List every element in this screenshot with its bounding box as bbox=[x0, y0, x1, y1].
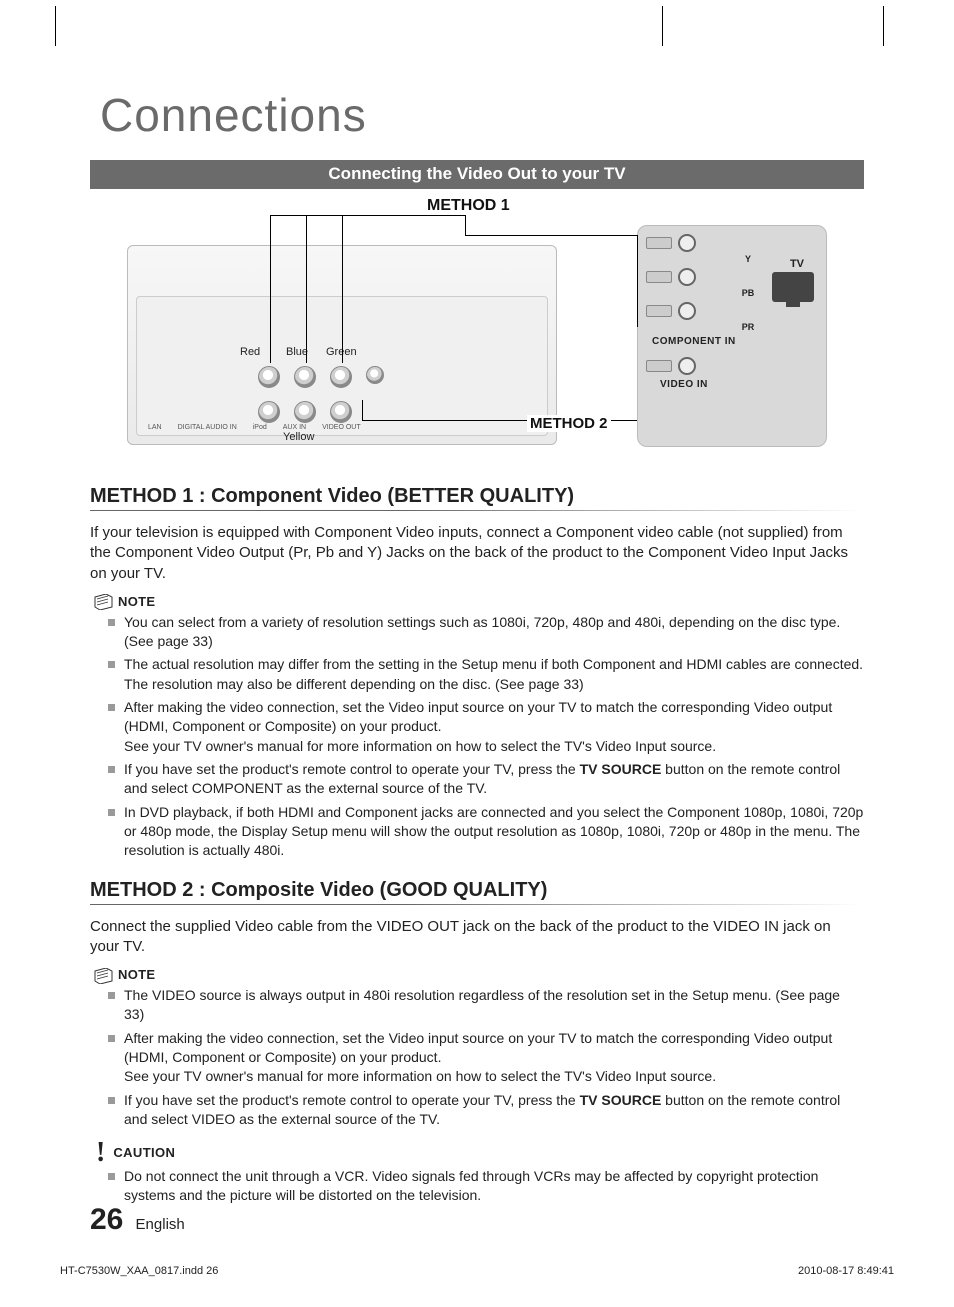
component-in-label: COMPONENT IN bbox=[652, 336, 818, 347]
method2-body: Connect the supplied Video cable from th… bbox=[90, 917, 864, 958]
note-item: You can select from a variety of resolut… bbox=[124, 613, 864, 652]
component-jack-y bbox=[330, 366, 352, 388]
tv-input-panel: Y PB PR COMPONENT IN VIDEO IN TV bbox=[637, 225, 827, 447]
tv-pr-label: PR bbox=[678, 322, 818, 332]
note-item: The actual resolution may differ from th… bbox=[124, 655, 864, 694]
rule bbox=[90, 510, 864, 511]
method2-heading: METHOD 2 : Composite Video (GOOD QUALITY… bbox=[90, 879, 864, 902]
tv-pr-jack bbox=[678, 302, 696, 320]
caution-notes: Do not connect the unit through a VCR. V… bbox=[90, 1167, 864, 1206]
video-in-label: VIDEO IN bbox=[660, 379, 818, 390]
fm-ant-jack bbox=[366, 366, 384, 384]
print-job-right: 2010-08-17 8:49:41 bbox=[798, 1265, 894, 1277]
note-icon bbox=[94, 594, 112, 608]
tv-icon bbox=[772, 272, 814, 302]
page-language: English bbox=[136, 1216, 185, 1233]
method2-label: METHOD 2 bbox=[527, 415, 611, 432]
page-number: 26 bbox=[90, 1203, 123, 1236]
page-title: Connections bbox=[100, 88, 894, 142]
caution-label: CAUTION bbox=[113, 1145, 175, 1160]
aux-jack-1 bbox=[258, 401, 280, 423]
page-footer: 26 English bbox=[90, 1203, 185, 1237]
cable-label-blue: Blue bbox=[286, 346, 308, 358]
tv-video-in-jack bbox=[678, 357, 696, 375]
note-item: In DVD playback, if both HDMI and Compon… bbox=[124, 803, 864, 861]
rule bbox=[90, 904, 864, 905]
method1-label: METHOD 1 bbox=[427, 197, 510, 215]
tv-label: TV bbox=[790, 258, 804, 270]
note-header-2: NOTE bbox=[94, 967, 864, 982]
crop-marks-top bbox=[0, 6, 954, 46]
note-item: After making the video connection, set t… bbox=[124, 1029, 864, 1087]
content-body: METHOD 1 : Component Video (BETTER QUALI… bbox=[90, 485, 864, 1205]
page-sheet: Connections Connecting the Video Out to … bbox=[0, 0, 954, 1307]
note-item: If you have set the product's remote con… bbox=[124, 760, 864, 799]
aux-jack-2 bbox=[294, 401, 316, 423]
note-item: Do not connect the unit through a VCR. V… bbox=[124, 1167, 864, 1206]
note-header-1: NOTE bbox=[94, 594, 864, 609]
note-label: NOTE bbox=[118, 967, 155, 982]
print-job-left: HT-C7530W_XAA_0817.indd 26 bbox=[60, 1265, 218, 1277]
note-icon bbox=[94, 968, 112, 982]
back-panel-port-labels: LAN DIGITAL AUDIO IN iPod AUX IN VIDEO O… bbox=[148, 424, 361, 431]
method1-notes: You can select from a variety of resolut… bbox=[90, 613, 864, 861]
note-label: NOTE bbox=[118, 594, 155, 609]
tv-y-jack bbox=[678, 234, 696, 252]
method1-body: If your television is equipped with Comp… bbox=[90, 523, 864, 584]
note-item: After making the video connection, set t… bbox=[124, 698, 864, 756]
method2-notes: The VIDEO source is always output in 480… bbox=[90, 986, 864, 1129]
caution-header: ! CAUTION bbox=[96, 1143, 864, 1163]
component-jack-pr bbox=[258, 366, 280, 388]
tv-pb-jack bbox=[678, 268, 696, 286]
caution-icon: ! bbox=[96, 1143, 105, 1163]
section-banner: Connecting the Video Out to your TV bbox=[90, 160, 864, 189]
connection-diagram: METHOD 1 Red Blue Green Yellow LAN DIGIT… bbox=[127, 195, 827, 465]
component-jack-pb bbox=[294, 366, 316, 388]
cable-label-red: Red bbox=[240, 346, 260, 358]
method1-heading: METHOD 1 : Component Video (BETTER QUALI… bbox=[90, 485, 864, 508]
video-out-jack bbox=[330, 401, 352, 423]
note-item: If you have set the product's remote con… bbox=[124, 1091, 864, 1130]
cable-label-yellow: Yellow bbox=[283, 431, 314, 443]
note-item: The VIDEO source is always output in 480… bbox=[124, 986, 864, 1025]
